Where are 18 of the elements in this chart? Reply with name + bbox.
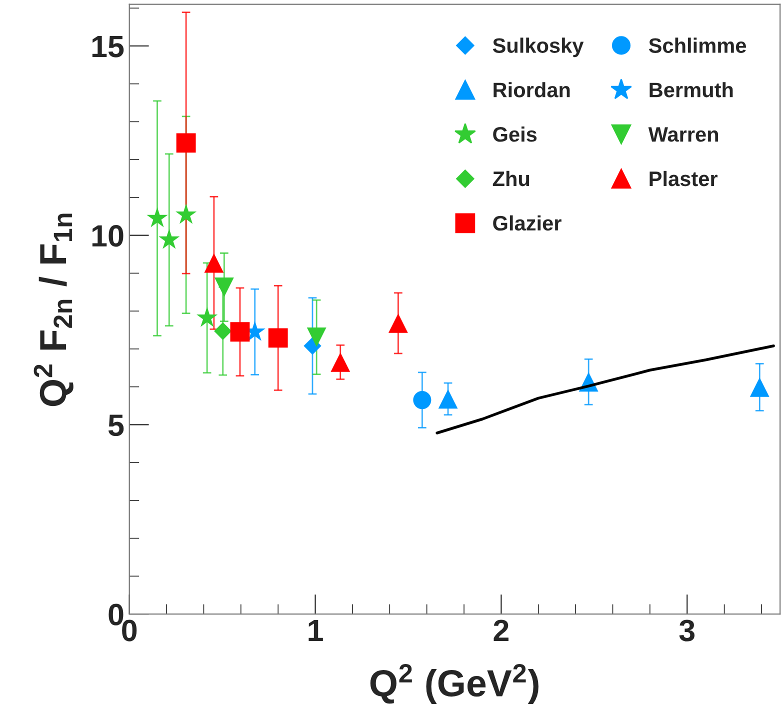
legend-label: Glazier bbox=[493, 215, 562, 231]
y-axis-title: Q$^{2}$ F$_{2n}$ / F$_{1n}$ bbox=[34, 214, 74, 406]
legend-label: Sulkosky bbox=[492, 38, 584, 58]
x-tick-label: 1 bbox=[308, 620, 323, 642]
x-tick-label: 2 bbox=[494, 620, 508, 642]
legend-label: Riordan bbox=[494, 82, 570, 98]
x-tick-label: 3 bbox=[679, 620, 695, 642]
legend-label: Bermuth bbox=[650, 82, 733, 98]
legend-label: Warren bbox=[648, 127, 718, 142]
x-axis-title: Q$^{2}$ (GeV$^{2}$) bbox=[370, 664, 538, 704]
legend-label: Zhu bbox=[492, 170, 530, 186]
legend-label: Schlimme bbox=[648, 38, 746, 53]
y-tick-label: 15 bbox=[92, 36, 124, 58]
legend-label: Geis bbox=[493, 126, 537, 142]
y-tick-label: 5 bbox=[108, 414, 124, 436]
y-tick-label: 0 bbox=[108, 604, 124, 626]
y-tick-label: 10 bbox=[92, 225, 124, 247]
legend-label: Plaster bbox=[650, 170, 718, 186]
